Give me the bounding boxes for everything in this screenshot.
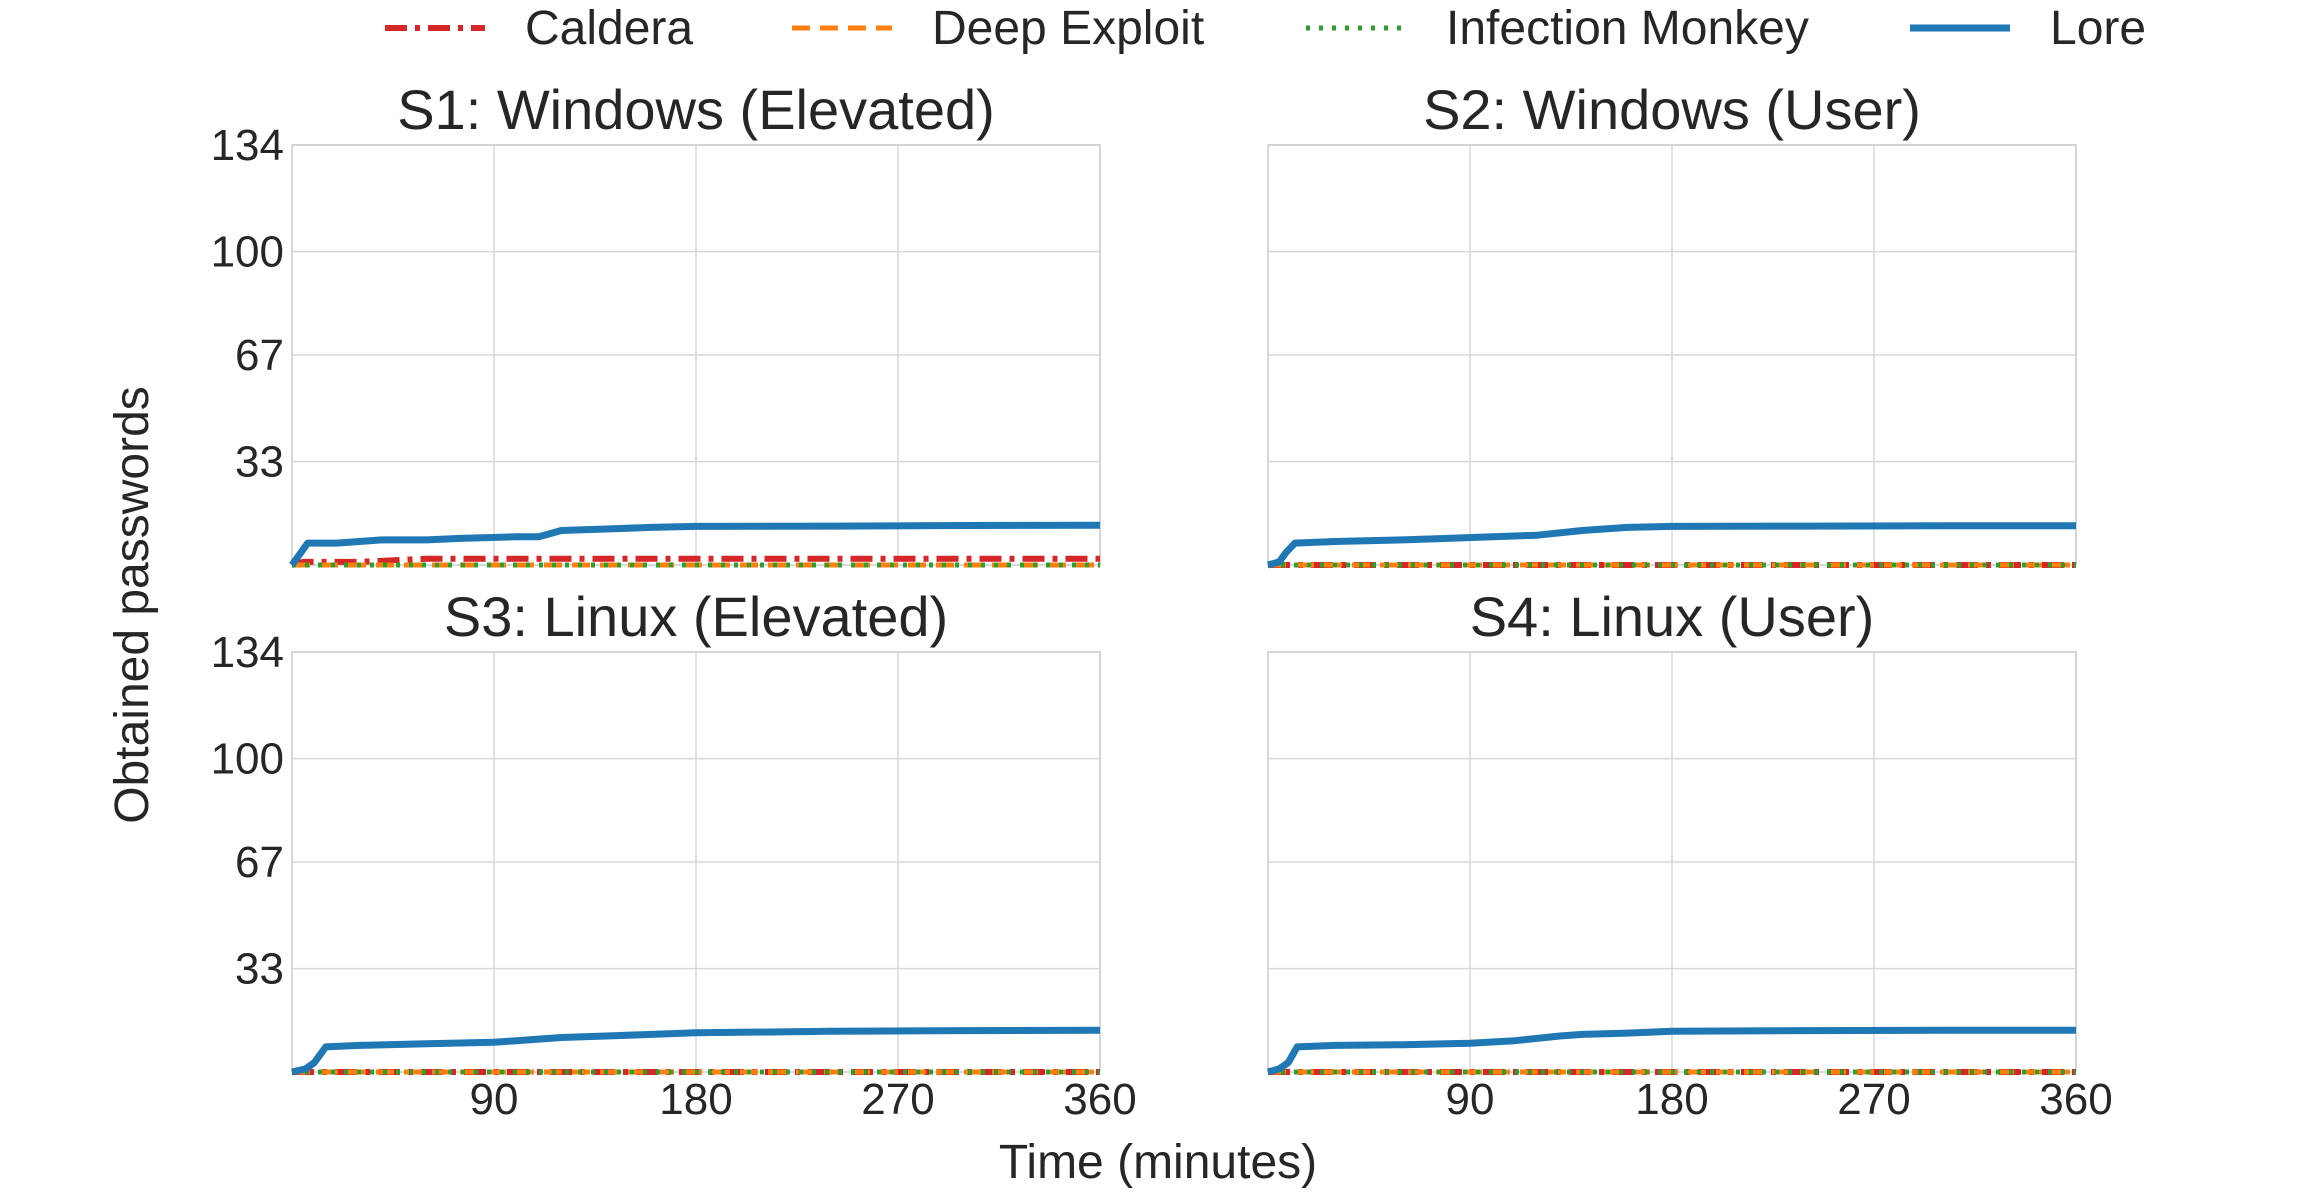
x-tick-label: 180 (1635, 1075, 1708, 1124)
series-line-lore (291, 1026, 1101, 1076)
series-line-lore (1267, 522, 2076, 569)
y-tick-label: 100 (211, 735, 284, 784)
legend-label-infection-monkey: Infection Monkey (1446, 2, 1809, 55)
panels: S1: Windows (Elevated) 33 67 100 134 S2: Wind… (211, 78, 2113, 1124)
x-tick-label: 270 (861, 1075, 934, 1124)
panel-title: S4: Linux (User) (1470, 585, 1875, 648)
y-tick-label: 100 (211, 228, 284, 277)
panel-title: S3: Linux (Elevated) (444, 585, 948, 648)
series-line-lore (289, 521, 1101, 568)
x-tick-label: 270 (1837, 1075, 1910, 1124)
x-tick-label: 360 (2039, 1075, 2112, 1124)
y-tick-label: 134 (211, 628, 284, 677)
y-tick-label: 33 (235, 945, 284, 994)
x-tick-label: 90 (1446, 1075, 1495, 1124)
x-tick-label: 90 (470, 1075, 519, 1124)
panel-1: S1: Windows (Elevated) 33 67 100 134 (211, 78, 1101, 568)
legend: Caldera Deep Exploit Infection Monkey Lore (385, 2, 2146, 55)
series-line-lore (1267, 1026, 2076, 1076)
y-tick-label: 134 (211, 121, 284, 170)
legend-label-caldera: Caldera (525, 2, 693, 55)
panel-4: S4: Linux (User) 90 180 270 360 (1267, 585, 2113, 1124)
x-axis-label: Time (minutes) (999, 1136, 1317, 1189)
x-tick-label: 360 (1063, 1075, 1136, 1124)
panel-title: S1: Windows (Elevated) (397, 78, 995, 141)
panel-3: S3: Linux (Elevated) 33 67 100 134 90 180 270 36… (211, 585, 1137, 1124)
y-tick-label: 67 (235, 838, 284, 887)
legend-label-lore: Lore (2050, 2, 2146, 55)
x-tick-label: 180 (659, 1075, 732, 1124)
y-tick-label: 67 (235, 331, 284, 380)
y-tick-label: 33 (235, 438, 284, 487)
panel-title: S2: Windows (User) (1423, 78, 1921, 141)
y-axis-label: Obtained passwords (106, 386, 159, 824)
legend-label-deep-exploit: Deep Exploit (932, 2, 1204, 55)
panel-2: S2: Windows (User) (1267, 78, 2077, 569)
